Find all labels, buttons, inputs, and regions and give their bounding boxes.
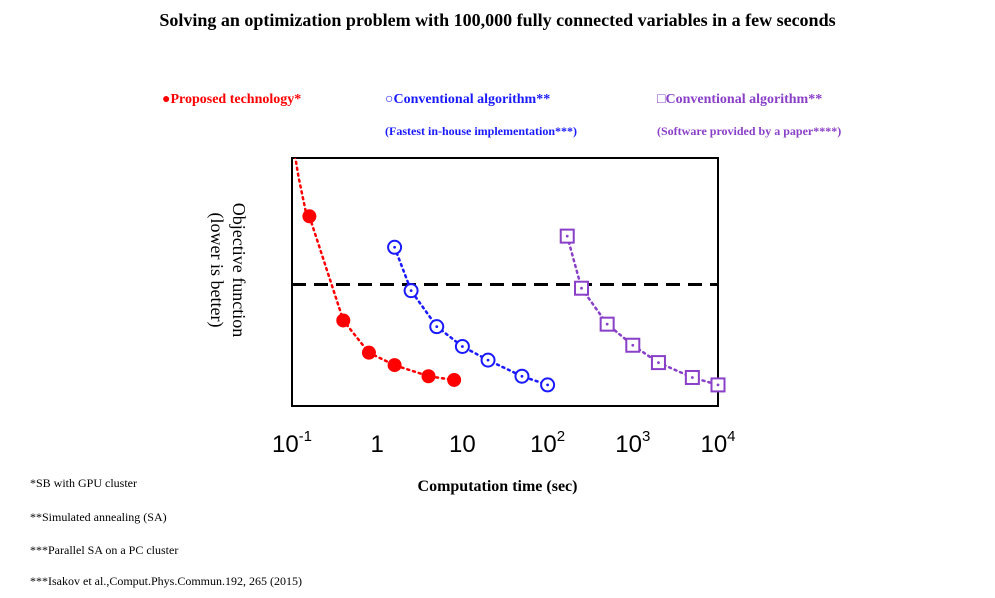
data-point [361,345,376,360]
data-point [625,337,641,353]
x-tick-label: 1 [371,431,384,458]
data-point [387,239,403,255]
legend-label: Conventional algorithm** [665,92,823,107]
legend-label: Conventional algorithm** [393,92,551,107]
data-point [387,358,402,373]
x-tick-label: 10 [449,431,476,458]
open-circle-icon: ○ [385,92,394,107]
data-point [684,369,700,385]
footnote-4: ***Isakov et al.,Comput.Phys.Commun.192,… [30,574,302,588]
legend-label: Proposed technology* [170,92,302,107]
data-point [559,228,575,244]
data-point [599,316,615,332]
footnote-3: ***Parallel SA on a PC cluster [30,543,179,557]
data-point [403,283,419,299]
data-point [421,369,436,384]
data-point [574,280,590,296]
data-point [540,377,556,393]
series-line-1 [393,246,549,387]
chart-title: Solving an optimization problem with 100… [159,10,836,30]
series-line-0 [294,158,456,382]
legend-entry-conventional-paper: □Conventional algorithm** [657,92,822,108]
data-point [710,377,726,393]
plot-frame [291,157,719,407]
data-point [454,338,470,354]
series-line-2 [565,234,718,387]
data-point [447,372,462,387]
open-square-icon: □ [657,92,666,107]
footnote-1: *SB with GPU cluster [30,476,138,490]
x-tick-label: 102 [530,428,565,458]
x-tick-label: 103 [615,428,650,458]
data-point [650,355,666,371]
legend-sub-inhouse: (Fastest in-house implementation***) [385,124,577,138]
filled-circle-icon: ● [162,92,171,107]
legend-sub-paper: (Software provided by a paper****) [657,124,842,138]
data-point [514,368,530,384]
x-tick-label: 104 [700,428,735,458]
footnote-2: **Simulated annealing (SA) [30,510,167,524]
data-point [336,313,351,328]
legend-entry-conventional-inhouse: ○Conventional algorithm** [385,92,550,108]
data-point [429,319,445,335]
x-axis-label: Computation time (sec) [417,478,578,495]
legend-entry-proposed: ●Proposed technology* [162,92,301,108]
x-tick-label: 10-1 [272,428,312,458]
data-point [480,352,496,368]
data-point [302,209,317,224]
